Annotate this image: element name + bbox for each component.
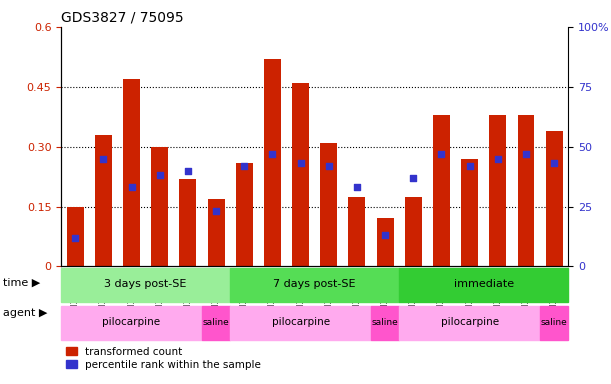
Bar [236, 162, 253, 266]
Point [465, 163, 475, 169]
Bar [292, 83, 309, 266]
Bar [95, 135, 112, 266]
Text: time ▶: time ▶ [3, 277, 40, 287]
Bar [320, 142, 337, 266]
Bar [123, 79, 140, 266]
Point [211, 208, 221, 214]
Legend: transformed count, percentile rank within the sample: transformed count, percentile rank withi… [67, 347, 261, 370]
Bar [518, 115, 535, 266]
Bar [208, 199, 224, 266]
Point [126, 184, 136, 190]
Bar [61, 306, 202, 340]
Text: GDS3827 / 75095: GDS3827 / 75095 [61, 10, 184, 24]
Bar [399, 306, 540, 340]
Point [268, 151, 277, 157]
Bar [230, 306, 371, 340]
Bar [546, 131, 563, 266]
Text: pilocarpine: pilocarpine [271, 317, 330, 327]
Bar [152, 147, 168, 266]
Bar [371, 306, 399, 340]
Text: immediate: immediate [453, 280, 514, 290]
Bar [264, 59, 281, 266]
Point [549, 161, 559, 167]
Bar [202, 306, 230, 340]
Bar [348, 197, 365, 266]
Bar [405, 197, 422, 266]
Bar [461, 159, 478, 266]
Point [155, 172, 164, 179]
Bar [61, 268, 230, 302]
Bar [489, 115, 507, 266]
Point [436, 151, 446, 157]
Text: saline: saline [371, 318, 398, 327]
Point [70, 235, 80, 241]
Text: 7 days post-SE: 7 days post-SE [273, 280, 356, 290]
Bar [540, 306, 568, 340]
Bar [433, 115, 450, 266]
Point [324, 163, 334, 169]
Text: pilocarpine: pilocarpine [441, 317, 499, 327]
Bar [399, 268, 568, 302]
Point [380, 232, 390, 238]
Bar [67, 207, 84, 266]
Point [352, 184, 362, 190]
Text: 3 days post-SE: 3 days post-SE [104, 280, 187, 290]
Point [408, 175, 418, 181]
Bar [180, 179, 196, 266]
Point [521, 151, 531, 157]
Text: pilocarpine: pilocarpine [103, 317, 161, 327]
Point [98, 156, 108, 162]
Point [493, 156, 503, 162]
Bar [376, 218, 393, 266]
Text: saline: saline [541, 318, 568, 327]
Point [296, 161, 306, 167]
Text: saline: saline [203, 318, 230, 327]
Text: agent ▶: agent ▶ [3, 308, 48, 318]
Point [183, 167, 193, 174]
Point [240, 163, 249, 169]
Bar [230, 268, 399, 302]
